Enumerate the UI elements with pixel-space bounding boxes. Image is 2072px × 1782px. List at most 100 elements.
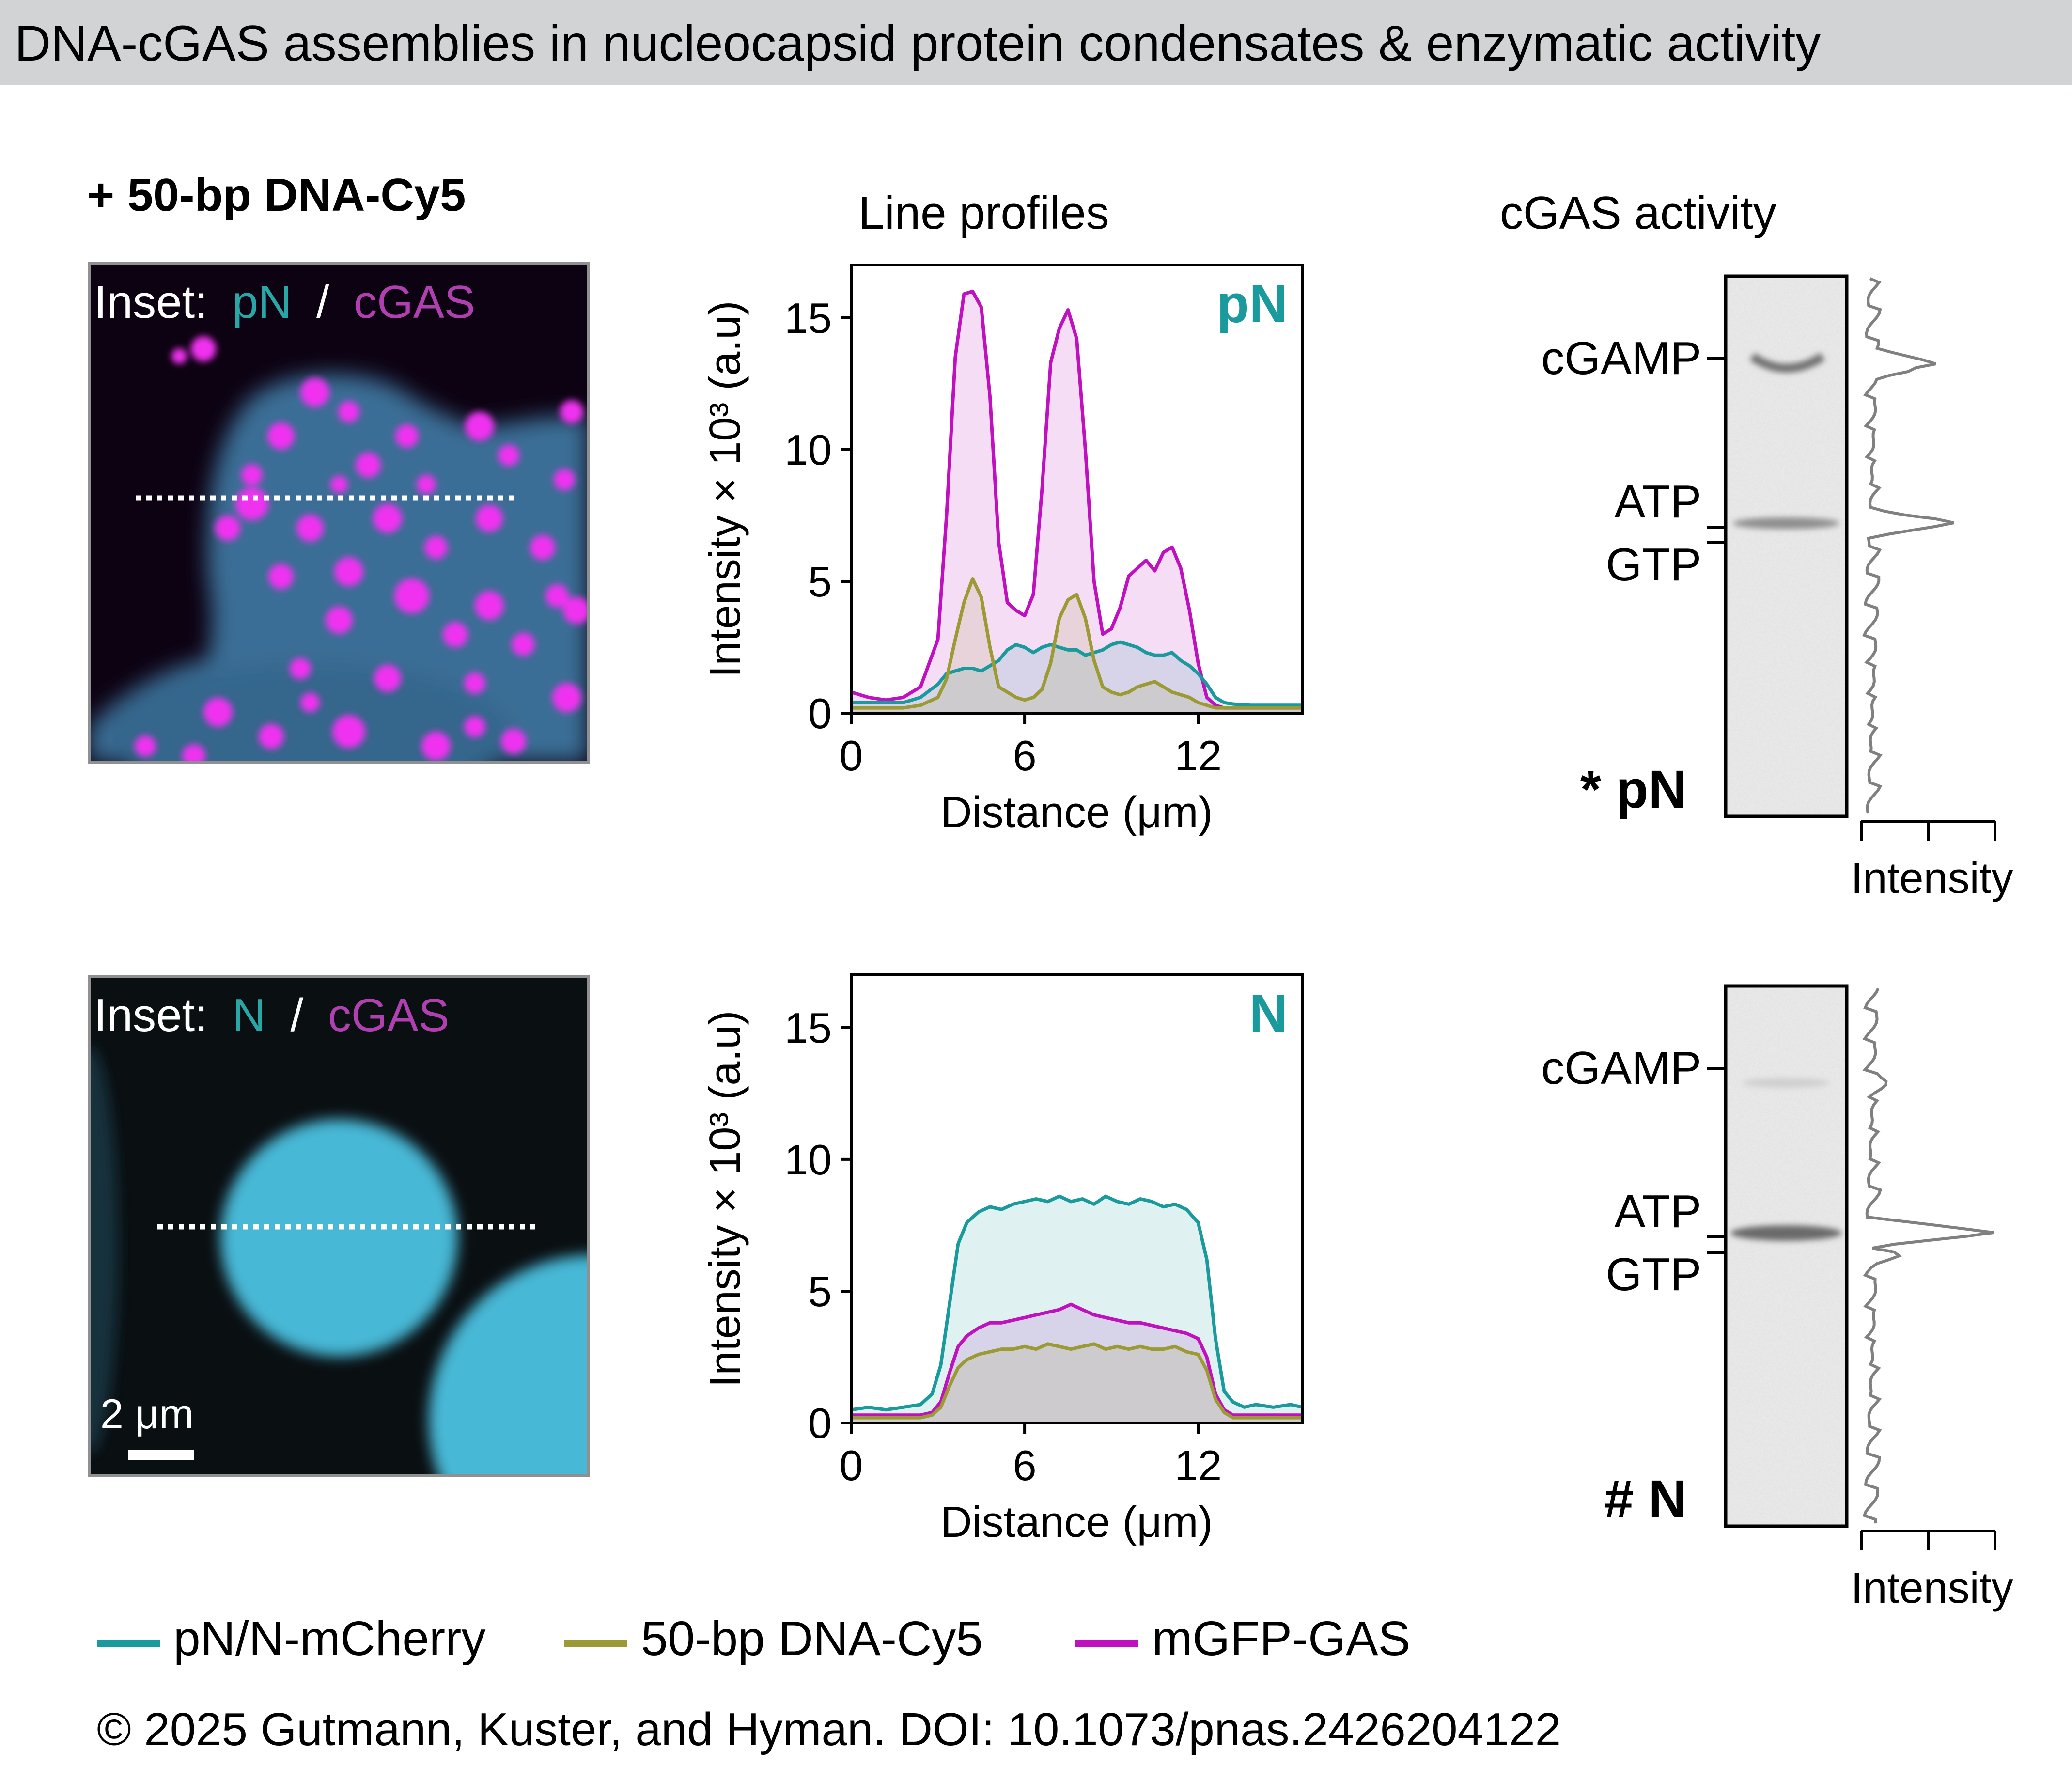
y-axis-label: Intensity × 10³ (a.u) bbox=[701, 1011, 749, 1388]
cgas-punctum bbox=[424, 536, 448, 559]
cgas-punctum bbox=[464, 672, 485, 694]
cgas-punctum bbox=[394, 578, 429, 613]
inset-partner: cGAS bbox=[328, 989, 450, 1041]
series-line-pn-n-mcherry bbox=[851, 640, 1302, 707]
marker-label-atp: ATP bbox=[1614, 1186, 1701, 1237]
y-tick-label: 10 bbox=[784, 426, 832, 474]
condition-label: + 50-bp DNA-Cy5 bbox=[87, 169, 466, 221]
x-tick-label: 6 bbox=[1013, 1441, 1037, 1489]
cgas-punctum bbox=[326, 607, 353, 634]
inset-protein: N bbox=[232, 989, 265, 1041]
cgas-punctum bbox=[530, 535, 555, 560]
figure-legend: pN/N-mCherry 50-bp DNA-Cy5 mGFP-GAS bbox=[97, 1611, 1410, 1666]
cgas-punctum bbox=[560, 400, 583, 423]
x-tick-label: 0 bbox=[840, 1441, 863, 1489]
series-line-mgfp-gas bbox=[851, 1302, 1302, 1417]
plot-frame bbox=[850, 973, 1304, 1424]
densitometry-trace bbox=[1862, 987, 1994, 1524]
cgas-punctum bbox=[552, 683, 581, 712]
x-axis-label: Distance (μm) bbox=[941, 788, 1213, 837]
lane-label: * pN bbox=[1580, 760, 1687, 819]
cgas-punctum bbox=[417, 475, 436, 494]
cgas-punctum bbox=[241, 464, 263, 485]
plot-frame bbox=[850, 264, 1304, 715]
inset-prefix: Inset: bbox=[94, 989, 208, 1041]
cgas-punctum bbox=[563, 597, 588, 624]
scale-bar-label: 2 μm bbox=[100, 1391, 194, 1438]
y-tick-label: 0 bbox=[808, 689, 832, 737]
cgas-punctum bbox=[300, 693, 320, 712]
cgas-punctum bbox=[512, 633, 535, 656]
micrograph-pn bbox=[89, 263, 588, 762]
series-area-mgfp-gas bbox=[851, 1304, 1302, 1423]
cgas-punctum bbox=[498, 445, 519, 466]
y-tick-label: 5 bbox=[808, 558, 832, 606]
cgas-punctum bbox=[338, 401, 359, 422]
marker-label-cgamp: cGAMP bbox=[1541, 332, 1701, 384]
gel-band-atp-gtp bbox=[1733, 517, 1839, 529]
cgas-punctum bbox=[501, 729, 526, 754]
inset-separator: / bbox=[290, 989, 303, 1041]
cgas-punctum bbox=[421, 732, 451, 761]
series-line-mgfp-gas bbox=[850, 289, 1302, 710]
inset-legend-n: Inset: N / cGAS bbox=[94, 989, 450, 1041]
figure-title: DNA-cGAS assemblies in nucleocapsid prot… bbox=[15, 16, 1821, 72]
y-tick-label: 15 bbox=[784, 1004, 832, 1052]
inset-prefix: Inset: bbox=[94, 276, 208, 328]
intensity-axis-label: Intensity bbox=[1851, 1564, 2013, 1612]
y-tick-label: 5 bbox=[808, 1267, 832, 1315]
gel-lane-noise bbox=[1726, 986, 1847, 1526]
cgas-punctum bbox=[330, 476, 348, 493]
intensity-axis-label: Intensity bbox=[1851, 854, 2013, 903]
cgas-punctum bbox=[554, 469, 575, 490]
gel-frame bbox=[1724, 984, 1849, 1528]
cgas-punctum bbox=[259, 724, 284, 749]
micrograph-n: 2 μm bbox=[89, 976, 588, 1475]
cgas-punctum bbox=[296, 515, 324, 542]
cgas-punctum bbox=[182, 744, 205, 762]
cgas-punctum bbox=[135, 735, 156, 757]
line-profiles-title: Line profiles bbox=[858, 187, 1109, 239]
gel-panel-n: cGAMP ATP GTP # N Intensity bbox=[1541, 984, 2013, 1612]
marker-label-cgamp: cGAMP bbox=[1541, 1042, 1701, 1094]
cgas-punctum bbox=[290, 658, 311, 679]
gel-frame bbox=[1724, 274, 1849, 818]
marker-label-gtp: GTP bbox=[1606, 539, 1701, 591]
marker-label-gtp: GTP bbox=[1606, 1249, 1701, 1300]
cgas-punctum bbox=[356, 453, 381, 478]
series-line-50-bp-dna-cy5 bbox=[851, 577, 1302, 710]
cgas-punctum bbox=[267, 422, 295, 450]
cgas-punctum bbox=[268, 564, 294, 589]
legend-label: 50-bp DNA-Cy5 bbox=[641, 1611, 983, 1666]
cgas-punctum bbox=[374, 665, 401, 692]
legend-label: pN/N-mCherry bbox=[173, 1611, 485, 1666]
y-tick-label: 0 bbox=[808, 1399, 832, 1447]
panel-label: N bbox=[1249, 984, 1288, 1044]
legend-label: mGFP-GAS bbox=[1152, 1611, 1410, 1666]
gel-band-cgamp bbox=[1749, 353, 1825, 373]
series-area-50-bp-dna-cy5 bbox=[851, 578, 1302, 713]
cgas-punctum bbox=[334, 557, 363, 586]
line-profile-chart-pn: 0 6 12 0 5 10 15 Distance (μm) Intensity × 10³ (… bbox=[701, 264, 1304, 837]
inset-legend-pn: Inset: pN / cGAS bbox=[94, 276, 475, 328]
series-line-50-bp-dna-cy5 bbox=[851, 1342, 1302, 1420]
gel-panel-pn: cGAMP ATP GTP * pN Intensity bbox=[1541, 274, 2013, 903]
cgas-puncta-pn bbox=[135, 336, 588, 762]
cgas-punctum bbox=[443, 622, 468, 647]
cgas-punctum bbox=[395, 424, 419, 448]
series-area-pn-n-mcherry bbox=[851, 1196, 1302, 1423]
cgas-punctum bbox=[332, 715, 365, 748]
gel-lane-noise bbox=[1726, 276, 1847, 816]
panel-label: pN bbox=[1216, 274, 1288, 334]
cgas-punctum bbox=[191, 336, 216, 361]
copyright-footer: © 2025 Gutmann, Kuster, and Hyman. DOI: … bbox=[97, 1704, 1561, 1755]
y-tick-label: 15 bbox=[784, 294, 832, 342]
densitometry-trace bbox=[1862, 277, 1954, 814]
cgas-punctum bbox=[373, 504, 402, 533]
x-tick-label: 6 bbox=[1013, 732, 1037, 780]
gel-band-cgamp bbox=[1743, 1078, 1830, 1088]
cgas-punctum bbox=[171, 348, 187, 364]
title-banner: DNA-cGAS assemblies in nucleocapsid prot… bbox=[0, 0, 2072, 85]
line-profile-chart-n: 0 6 12 0 5 10 15 Distance (μm) Intensity × 10³ (… bbox=[701, 973, 1304, 1547]
cgas-activity-title: cGAS activity bbox=[1500, 187, 1776, 239]
